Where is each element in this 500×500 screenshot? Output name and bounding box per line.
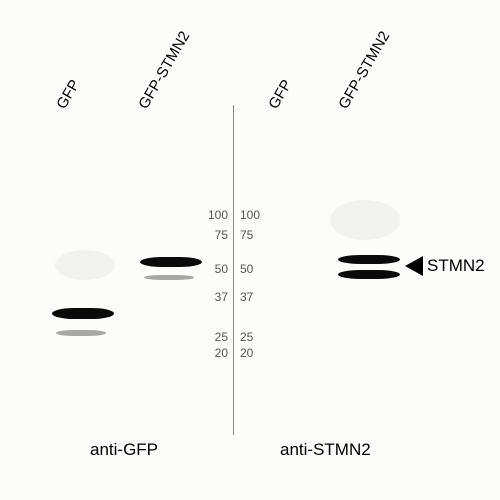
band bbox=[338, 255, 400, 264]
marker-left: 50 bbox=[200, 262, 228, 276]
band bbox=[144, 275, 194, 280]
marker-left: 20 bbox=[200, 346, 228, 360]
marker-right: 75 bbox=[240, 228, 268, 242]
marker-right: 37 bbox=[240, 290, 268, 304]
band bbox=[338, 270, 400, 279]
left-lane2-label: GFP-STMN2 bbox=[135, 28, 193, 112]
marker-right: 25 bbox=[240, 330, 268, 344]
marker-left: 75 bbox=[200, 228, 228, 242]
arrowhead-icon bbox=[405, 256, 423, 276]
panel-divider bbox=[233, 105, 234, 435]
left-bottom-label: anti-GFP bbox=[90, 440, 158, 460]
left-lane1-label: GFP bbox=[53, 77, 83, 112]
right-bottom-label: anti-STMN2 bbox=[280, 440, 371, 460]
marker-right: 50 bbox=[240, 262, 268, 276]
arrow-text: STMN2 bbox=[427, 256, 485, 276]
marker-left: 37 bbox=[200, 290, 228, 304]
band bbox=[52, 308, 114, 319]
band bbox=[56, 330, 106, 336]
arrow-label: STMN2 bbox=[405, 256, 485, 276]
marker-right: 20 bbox=[240, 346, 268, 360]
noise bbox=[330, 200, 400, 240]
marker-left: 25 bbox=[200, 330, 228, 344]
band bbox=[140, 257, 202, 267]
marker-left: 100 bbox=[200, 208, 228, 222]
right-lane2-label: GFP-STMN2 bbox=[335, 28, 393, 112]
right-lane1-label: GFP bbox=[265, 77, 295, 112]
marker-right: 100 bbox=[240, 208, 268, 222]
noise bbox=[55, 250, 115, 280]
